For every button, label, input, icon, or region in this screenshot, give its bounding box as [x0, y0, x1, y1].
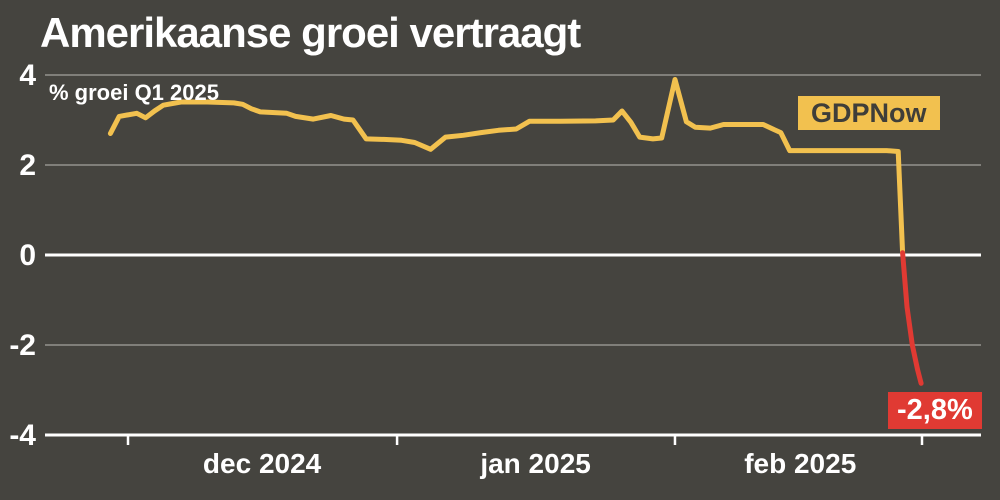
- x-month-label-dec-2024: dec 2024: [203, 448, 322, 479]
- y-tick-label-2: 2: [19, 149, 36, 182]
- y-tick-label-4: 4: [19, 59, 36, 92]
- series-label-gdpnow: GDPNow: [798, 96, 940, 130]
- y-tick-label--4: -4: [9, 419, 36, 452]
- end-value-badge: -2,8%: [888, 392, 982, 429]
- y-tick-label--2: -2: [9, 329, 36, 362]
- chart-title: Amerikaanse groei vertraagt: [40, 9, 581, 56]
- series-line-gdpnow-positive: [107, 77, 906, 256]
- y-axis-unit-label: % groei Q1 2025: [49, 80, 219, 105]
- x-month-label-feb-2025: feb 2025: [744, 448, 856, 479]
- series-line-gdpnow-negative: [900, 250, 924, 386]
- y-tick-label-0: 0: [19, 239, 36, 272]
- x-month-label-jan-2025: jan 2025: [479, 448, 591, 479]
